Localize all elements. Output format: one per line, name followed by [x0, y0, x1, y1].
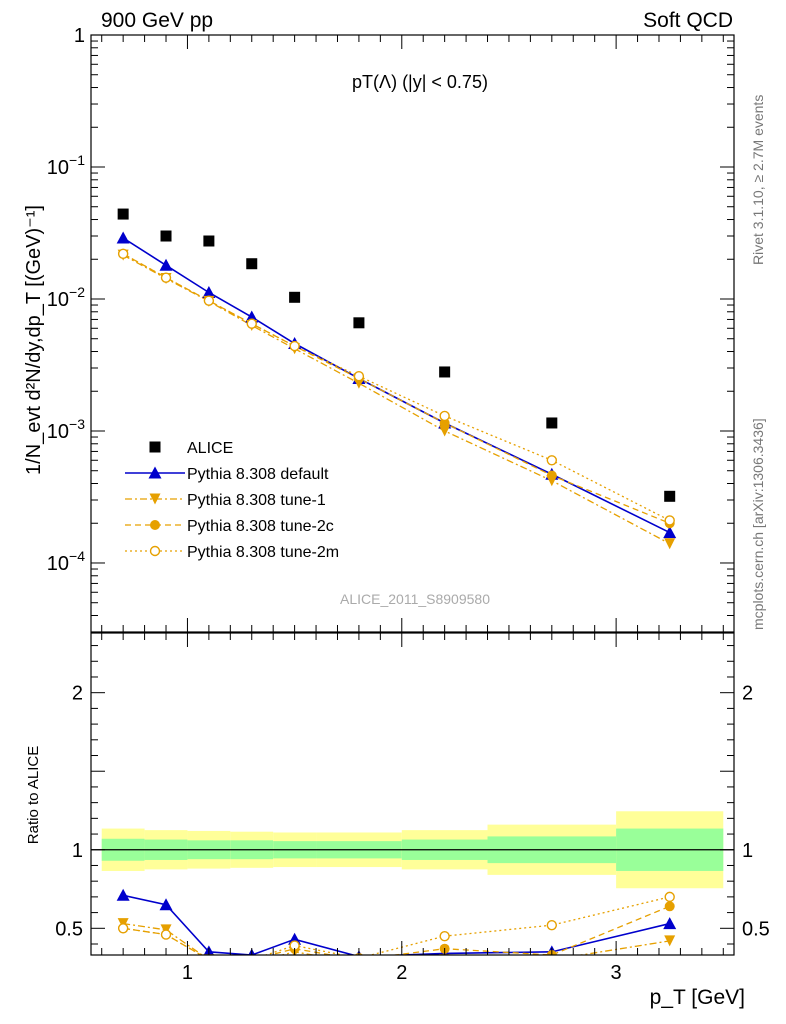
- data-point: [546, 417, 558, 429]
- ratio-series-group: [116, 888, 677, 968]
- y-tick-label: 1: [74, 25, 85, 47]
- ratio-series-line: [123, 896, 670, 955]
- y-tick-label: 10−3: [47, 416, 85, 443]
- ratio-data-point: [664, 891, 675, 903]
- data-point: [664, 490, 676, 502]
- main-panel: pT(Λ) (|y| < 0.75) 1/N_evt d²N/dy,dp_T […: [23, 25, 735, 633]
- data-point: [246, 318, 257, 329]
- data-point: [116, 231, 130, 244]
- ratio-data-point: [207, 954, 211, 955]
- y-tick-label: 10−1: [47, 152, 85, 179]
- data-point: [439, 425, 451, 437]
- main-y-axis-label: 1/N_evt d²N/dy,dp_T [(GeV)⁻¹]: [23, 205, 45, 475]
- data-point: [664, 515, 675, 526]
- ratio-y-tick-label-right: 2: [742, 683, 753, 705]
- ratio-data-point: [246, 957, 257, 968]
- ratio-series-line: [123, 905, 670, 955]
- header-right: Soft QCD: [643, 9, 733, 32]
- legend-label: Pythia 8.308 tune-1: [187, 492, 326, 509]
- data-point: [117, 208, 129, 220]
- ratio-data-point: [439, 954, 451, 955]
- data-point: [546, 470, 557, 481]
- y-tick-label: 10−2: [47, 284, 85, 311]
- mcplots-label: mcplots.cern.ch [arXiv:1306.3436]: [750, 418, 766, 630]
- ratio-data-point: [116, 888, 130, 901]
- ratio-y-tick-label: 1: [72, 840, 83, 862]
- data-point: [160, 272, 172, 283]
- ratio-y-tick-label: 2: [72, 683, 83, 705]
- data-point: [546, 455, 558, 466]
- ratio-data-point: [249, 954, 254, 955]
- legend-marker: [150, 520, 160, 530]
- ratio-data-point: [546, 954, 558, 955]
- y-tick-label: 10−4: [47, 548, 85, 575]
- data-point: [160, 230, 172, 242]
- analysis-label: ALICE_2011_S8909580: [340, 591, 490, 607]
- data-point: [117, 248, 129, 259]
- ratio-data-point: [206, 954, 212, 955]
- ratio-data-point: [117, 923, 129, 934]
- series-line: [122, 237, 671, 534]
- ratio-data-point: [250, 954, 254, 955]
- header-left: 900 GeV pp: [101, 9, 213, 32]
- data-point: [439, 366, 451, 378]
- data-point: [439, 410, 450, 422]
- ratio-y-tick-label-right: 0.5: [742, 918, 770, 940]
- ratio-panel: Ratio to ALICE p_T [GeV] 0.5 0.5 1 1 2 2 1 2 3: [25, 632, 770, 1009]
- ratio-y-axis-label: Ratio to ALICE: [25, 746, 42, 844]
- legend-label: Pythia 8.308 tune-2m: [187, 544, 339, 561]
- legend-marker: [149, 493, 161, 505]
- legend-label: Pythia 8.308 tune-2c: [187, 518, 334, 535]
- legend-marker: [149, 545, 161, 557]
- ratio-data-point: [159, 898, 173, 911]
- data-point: [664, 538, 676, 550]
- ratio-data-point: [357, 954, 361, 955]
- legend-label: ALICE: [187, 440, 233, 457]
- data-point: [203, 235, 215, 247]
- ratio-data-point: [546, 919, 558, 931]
- main-frame: [90, 34, 735, 633]
- ratio-data-point: [663, 917, 677, 930]
- ratio-data-point: [160, 929, 172, 940]
- legend-marker: [148, 466, 162, 479]
- ratio-data-point: [439, 930, 450, 942]
- ratio-frame: [90, 632, 735, 956]
- ratio-data-point: [353, 957, 364, 968]
- ratio-series-line: [122, 894, 670, 955]
- data-point: [159, 258, 173, 271]
- data-point: [246, 258, 258, 270]
- rivet-label: Rivet 3.1.10, ≥ 2.7M events: [750, 95, 766, 265]
- ratio-data-point: [664, 901, 675, 912]
- x-tick-label: 3: [611, 962, 622, 984]
- data-point: [245, 310, 259, 323]
- data-point: [203, 295, 215, 306]
- main-title: pT(Λ) (|y| < 0.75): [352, 72, 488, 92]
- data-point: [202, 285, 216, 298]
- data-point: [289, 291, 301, 303]
- data-point: [289, 340, 300, 352]
- ratio-data-point: [664, 935, 676, 947]
- x-axis-label: p_T [GeV]: [650, 986, 745, 1009]
- x-tick-label: 2: [396, 962, 407, 984]
- ratio-data-point: [203, 954, 215, 955]
- series-line: [122, 253, 670, 522]
- legend-label: Pythia 8.308 default: [187, 466, 329, 483]
- data-point: [663, 526, 677, 539]
- ratio-y-tick-label-right: 1: [742, 840, 753, 862]
- x-tick-label: 1: [182, 962, 193, 984]
- legend-marker: [149, 441, 161, 453]
- data-point: [353, 317, 365, 329]
- data-point: [353, 371, 365, 382]
- ratio-y-tick-label: 0.5: [55, 918, 83, 940]
